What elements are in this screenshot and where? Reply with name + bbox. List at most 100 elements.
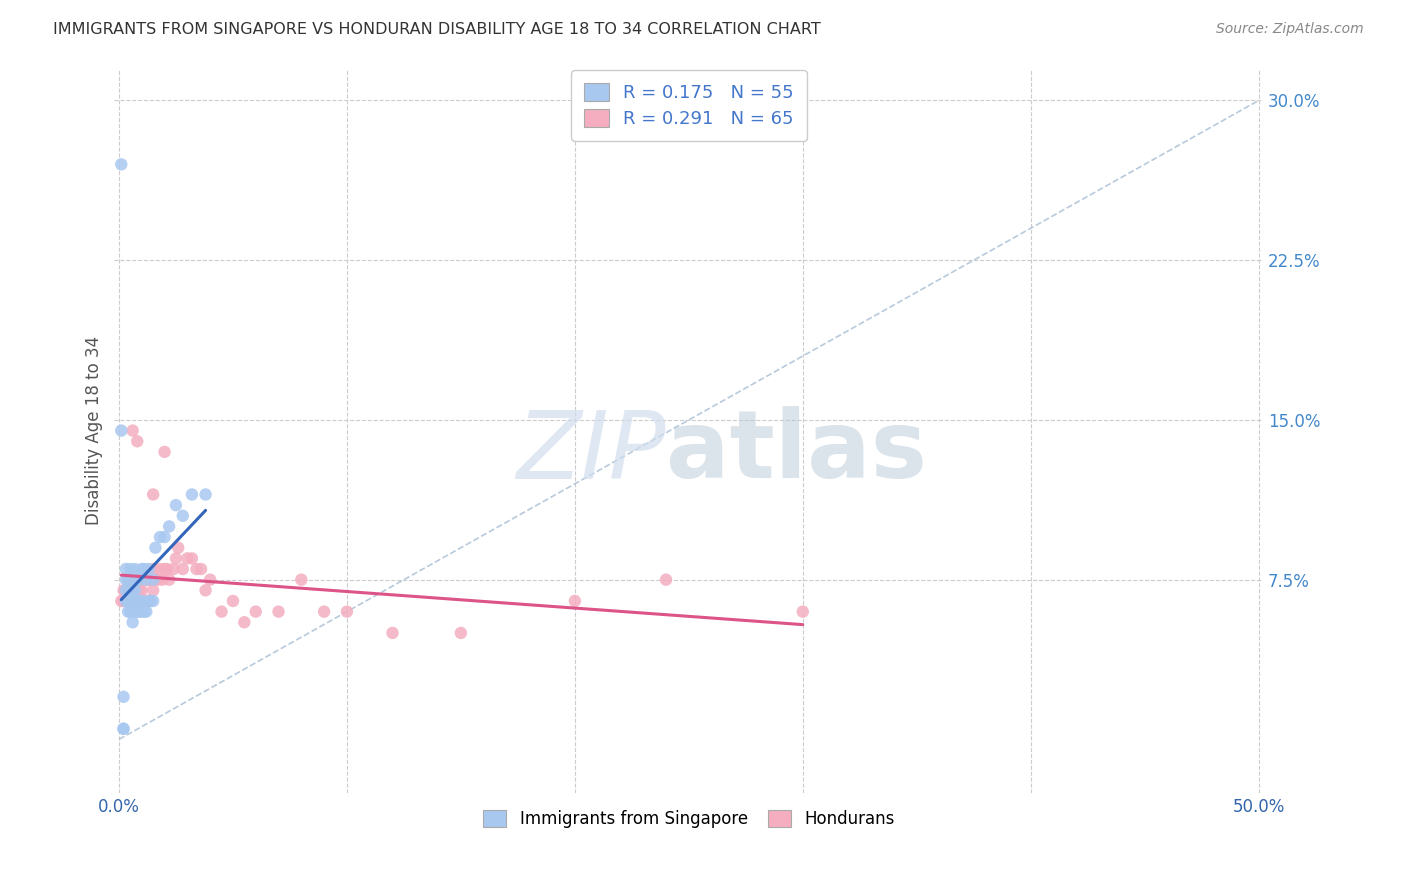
Point [121,583,143,598]
Point [131,605,153,619]
Point [131,594,153,608]
Point [138,562,160,576]
Point [180,551,202,566]
Point [121,605,143,619]
Point [112,722,135,736]
Y-axis label: Disability Age 18 to 34: Disability Age 18 to 34 [86,336,103,525]
Point [114,594,136,608]
Point [117,583,139,598]
Point [142,562,165,576]
Point [112,722,135,736]
Point [114,594,136,608]
Legend: Immigrants from Singapore, Hondurans: Immigrants from Singapore, Hondurans [477,804,901,835]
Point [121,573,143,587]
Text: Source: ZipAtlas.com: Source: ZipAtlas.com [1216,22,1364,37]
Point [139,594,162,608]
Point [124,594,146,608]
Point [142,573,165,587]
Point [132,573,155,587]
Point [114,583,136,598]
Point [211,605,233,619]
Point [167,541,190,555]
Point [120,573,142,587]
Text: ZIP: ZIP [516,407,666,498]
Point [198,573,221,587]
Point [117,594,139,608]
Point [117,605,139,619]
Point [267,605,290,619]
Point [127,605,149,619]
Point [124,605,146,619]
Point [132,594,155,608]
Point [131,583,153,598]
Point [128,573,150,587]
Point [194,487,217,501]
Point [131,594,153,608]
Point [127,594,149,608]
Point [564,594,586,608]
Point [128,594,150,608]
Point [114,562,136,576]
Point [176,551,198,566]
Point [117,573,139,587]
Point [172,508,194,523]
Point [127,594,149,608]
Point [245,605,267,619]
Point [124,583,146,598]
Point [117,583,139,598]
Point [120,583,142,598]
Point [450,626,472,640]
Point [150,573,173,587]
Point [655,573,678,587]
Point [336,605,359,619]
Point [165,551,187,566]
Point [172,562,194,576]
Point [112,583,135,598]
Point [156,562,179,576]
Point [142,594,165,608]
Point [132,605,155,619]
Point [180,487,202,501]
Text: IMMIGRANTS FROM SINGAPORE VS HONDURAN DISABILITY AGE 18 TO 34 CORRELATION CHART: IMMIGRANTS FROM SINGAPORE VS HONDURAN DI… [53,22,821,37]
Point [132,562,155,576]
Point [153,530,176,544]
Point [190,562,212,576]
Point [117,573,139,587]
Point [149,562,172,576]
Point [135,594,157,608]
Point [120,605,142,619]
Point [139,573,162,587]
Text: atlas: atlas [666,407,927,499]
Point [153,445,176,459]
Point [314,605,336,619]
Point [124,573,146,587]
Point [157,573,180,587]
Point [120,594,142,608]
Point [163,562,186,576]
Point [121,424,143,438]
Point [117,594,139,608]
Point [135,573,157,587]
Point [124,594,146,608]
Point [186,562,208,576]
Point [114,573,136,587]
Point [290,573,312,587]
Point [120,562,142,576]
Point [121,594,143,608]
Point [145,541,167,555]
Point [138,573,160,587]
Point [124,583,146,598]
Point [120,594,142,608]
Point [127,434,149,449]
Point [120,573,142,587]
Point [157,519,180,533]
Point [121,583,143,598]
Point [138,594,160,608]
Point [381,626,404,640]
Point [128,583,150,598]
Point [149,530,172,544]
Point [121,615,143,630]
Point [121,573,143,587]
Point [233,615,256,630]
Point [120,594,142,608]
